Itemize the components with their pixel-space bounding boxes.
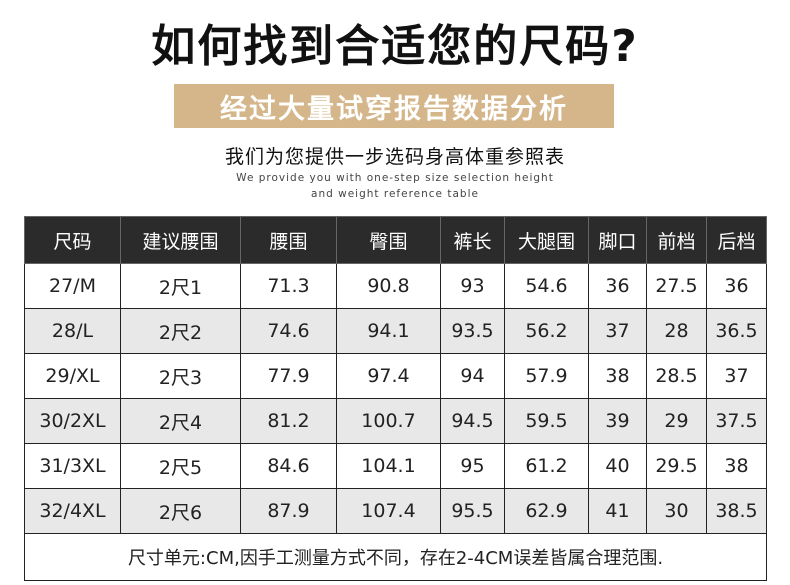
table-cell: 93.5 bbox=[440, 308, 505, 354]
table-cell: 28 bbox=[646, 308, 707, 354]
subtitle: 我们为您提供一步选码身高体重参照表 bbox=[224, 146, 565, 168]
table-cell: 27.5 bbox=[646, 263, 707, 309]
table-cell: 32/4XL bbox=[24, 488, 121, 534]
table-cell: 2尺4 bbox=[120, 398, 241, 444]
table-cell: 28.5 bbox=[646, 353, 707, 399]
table-cell: 41 bbox=[588, 488, 647, 534]
table-cell: 29 bbox=[646, 398, 707, 444]
table-row: 32/4XL 2尺6 87.9 107.4 95.5 62.9 41 30 38.5 bbox=[24, 488, 767, 534]
table-row: 31/3XL 2尺5 84.6 104.1 95 61.2 40 29.5 38 bbox=[24, 443, 767, 489]
table-cell: 94.5 bbox=[440, 398, 505, 444]
table-cell: 107.4 bbox=[336, 488, 441, 534]
size-table: 尺码 建议腰围 腰围 臀围 裤长 大腿围 脚口 前档 后档 27/M 2尺1 71.… bbox=[24, 216, 767, 581]
table-cell: 104.1 bbox=[336, 443, 441, 489]
header-cell: 臀围 bbox=[336, 216, 441, 264]
table-cell: 95 bbox=[440, 443, 505, 489]
note-row: 尺寸单元:CM,因手工测量方式不同，存在2-4CM误差皆属合理范围. bbox=[24, 533, 767, 581]
table-cell: 84.6 bbox=[240, 443, 337, 489]
table-cell: 57.9 bbox=[504, 353, 589, 399]
header-cell: 裤长 bbox=[440, 216, 505, 264]
table-cell: 36 bbox=[588, 263, 647, 309]
english-subtitle: We provide you with one-step size select… bbox=[0, 170, 790, 202]
table-cell: 94 bbox=[440, 353, 505, 399]
table-cell: 95.5 bbox=[440, 488, 505, 534]
table-cell: 27/M bbox=[24, 263, 121, 309]
table-cell: 97.4 bbox=[336, 353, 441, 399]
table-cell: 40 bbox=[588, 443, 647, 489]
table-cell: 38.5 bbox=[706, 488, 767, 534]
table-cell: 39 bbox=[588, 398, 647, 444]
table-row: 28/L 2尺2 74.6 94.1 93.5 56.2 37 28 36.5 bbox=[24, 308, 767, 354]
table-cell: 94.1 bbox=[336, 308, 441, 354]
table-cell: 37.5 bbox=[706, 398, 767, 444]
table-cell: 30 bbox=[646, 488, 707, 534]
table-row: 29/XL 2尺3 77.9 97.4 94 57.9 38 28.5 37 bbox=[24, 353, 767, 399]
table-header-row: 尺码 建议腰围 腰围 臀围 裤长 大腿围 脚口 前档 后档 bbox=[24, 216, 767, 264]
table-cell: 37 bbox=[588, 308, 647, 354]
table-cell: 90.8 bbox=[336, 263, 441, 309]
header-cell: 前档 bbox=[646, 216, 707, 264]
table-cell: 81.2 bbox=[240, 398, 337, 444]
header-cell: 建议腰围 bbox=[120, 216, 241, 264]
header-cell: 尺码 bbox=[24, 216, 121, 264]
table-cell: 93 bbox=[440, 263, 505, 309]
measurement-note: 尺寸单元:CM,因手工测量方式不同，存在2-4CM误差皆属合理范围. bbox=[24, 533, 767, 581]
table-cell: 38 bbox=[706, 443, 767, 489]
header-cell: 后档 bbox=[706, 216, 767, 264]
table-cell: 36 bbox=[706, 263, 767, 309]
table-cell: 59.5 bbox=[504, 398, 589, 444]
table-cell: 2尺2 bbox=[120, 308, 241, 354]
header-cell: 腰围 bbox=[240, 216, 337, 264]
table-cell: 37 bbox=[706, 353, 767, 399]
table-cell: 61.2 bbox=[504, 443, 589, 489]
table-row: 27/M 2尺1 71.3 90.8 93 54.6 36 27.5 36 bbox=[24, 263, 767, 309]
banner: 经过大量试穿报告数据分析 bbox=[174, 84, 614, 128]
table-cell: 2尺6 bbox=[120, 488, 241, 534]
table-cell: 2尺5 bbox=[120, 443, 241, 489]
page-title: 如何找到合适您的尺码? bbox=[151, 21, 639, 72]
table-cell: 56.2 bbox=[504, 308, 589, 354]
table-cell: 28/L bbox=[24, 308, 121, 354]
table-cell: 54.6 bbox=[504, 263, 589, 309]
table-cell: 62.9 bbox=[504, 488, 589, 534]
english-subtitle-line-2: and weight reference table bbox=[311, 188, 479, 200]
table-cell: 36.5 bbox=[706, 308, 767, 354]
table-cell: 29/XL bbox=[24, 353, 121, 399]
table-cell: 2尺1 bbox=[120, 263, 241, 309]
table-cell: 38 bbox=[588, 353, 647, 399]
english-subtitle-line-1: We provide you with one-step size select… bbox=[236, 172, 554, 184]
table-cell: 29.5 bbox=[646, 443, 707, 489]
table-cell: 71.3 bbox=[240, 263, 337, 309]
table-cell: 77.9 bbox=[240, 353, 337, 399]
size-table-wrap: 尺码 建议腰围 腰围 臀围 裤长 大腿围 脚口 前档 后档 27/M 2尺1 71.… bbox=[24, 216, 767, 581]
table-cell: 87.9 bbox=[240, 488, 337, 534]
table-cell: 100.7 bbox=[336, 398, 441, 444]
table-cell: 30/2XL bbox=[24, 398, 121, 444]
header-cell: 大腿围 bbox=[504, 216, 589, 264]
header-cell: 脚口 bbox=[588, 216, 647, 264]
table-cell: 31/3XL bbox=[24, 443, 121, 489]
table-cell: 2尺3 bbox=[120, 353, 241, 399]
table-cell: 74.6 bbox=[240, 308, 337, 354]
table-row: 30/2XL 2尺4 81.2 100.7 94.5 59.5 39 29 37.5 bbox=[24, 398, 767, 444]
